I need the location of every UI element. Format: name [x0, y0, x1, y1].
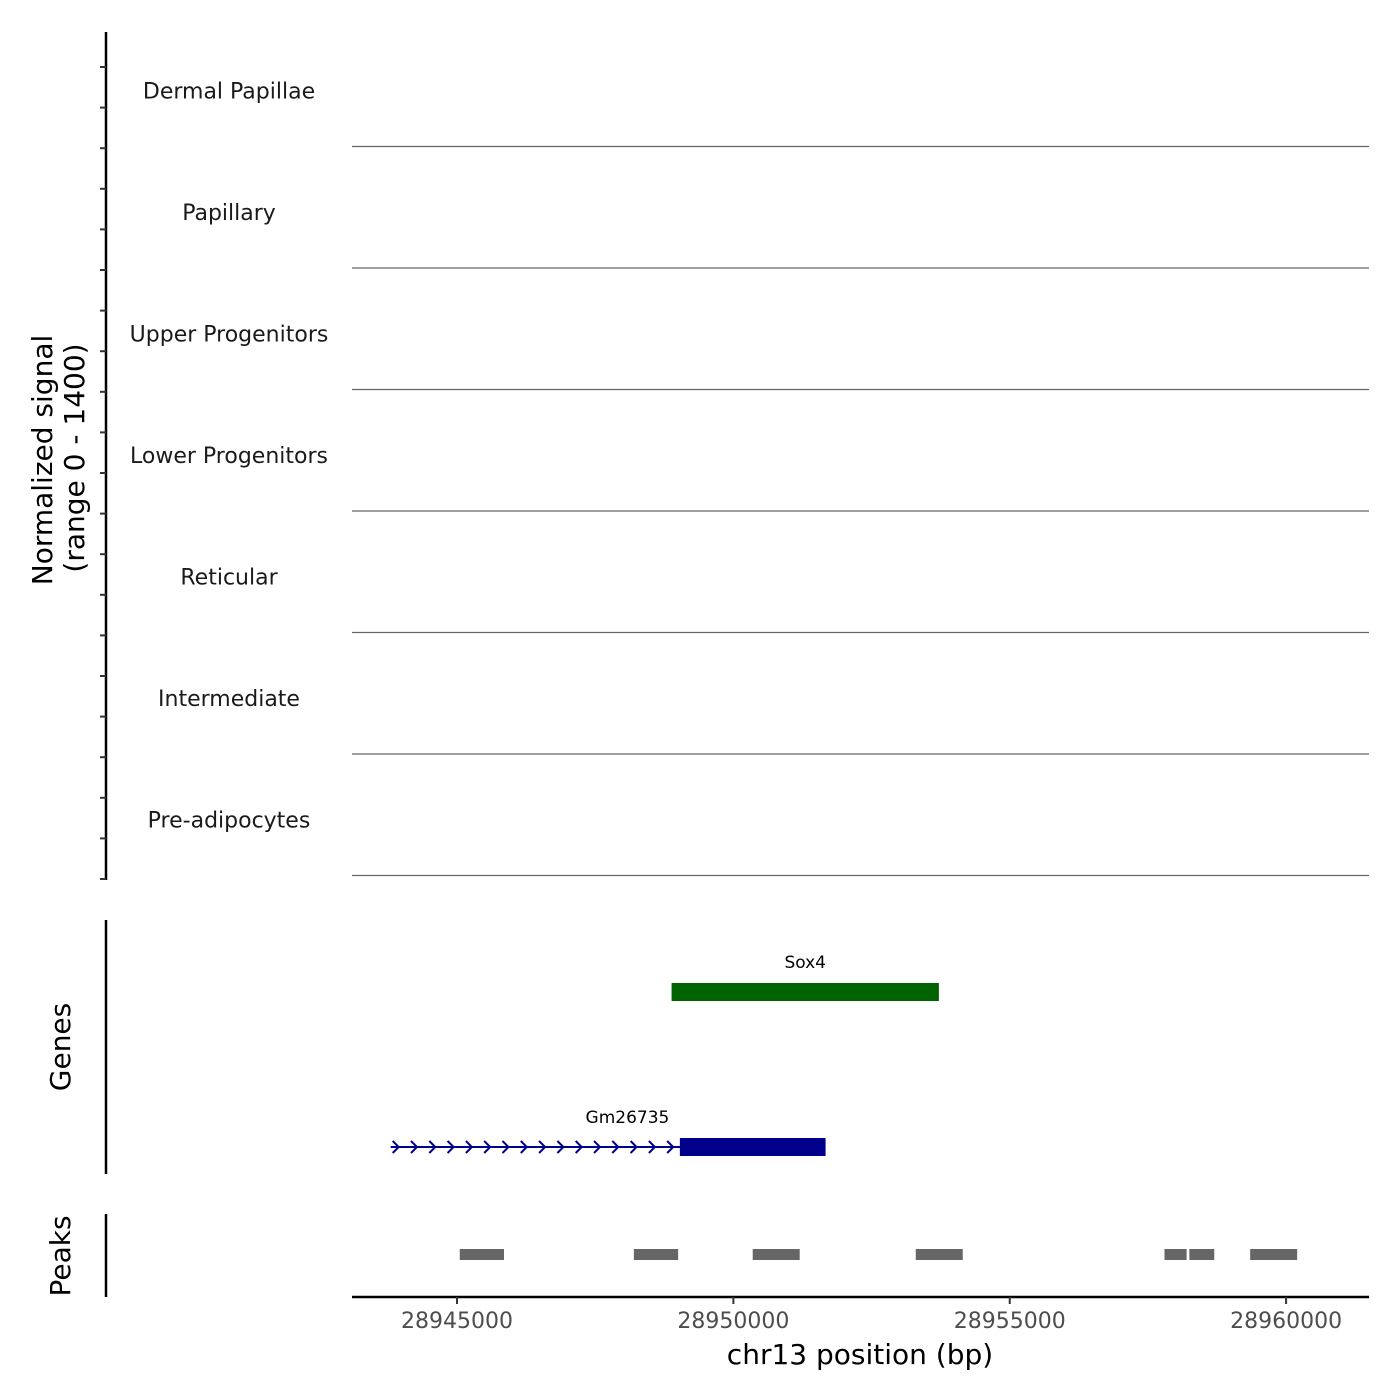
gene-gm26735: Gm26735 [390, 1108, 826, 1156]
track-label: Intermediate [158, 687, 300, 712]
peak-block [1250, 1249, 1298, 1260]
track-lower-progenitors: Lower Progenitors [130, 444, 1369, 512]
strand-arrow [410, 1140, 419, 1154]
y-axis-range: (range 0 - 1400) [58, 343, 91, 572]
strand-arrow [538, 1140, 547, 1154]
track-dermal-papillae: Dermal Papillae [143, 80, 1369, 148]
track-intermediate: Intermediate [158, 687, 1369, 755]
strand-arrow [483, 1140, 492, 1154]
peak-regions [459, 1249, 1298, 1260]
peak-block [915, 1249, 963, 1260]
x-tick-label: 28960000 [1230, 1309, 1342, 1334]
strand-arrow [574, 1140, 584, 1154]
y-axis-title: Normalized signal [26, 335, 59, 586]
peak-block [459, 1249, 504, 1260]
peak-block [633, 1249, 679, 1260]
strand-arrow [428, 1140, 437, 1154]
strand-arrow [666, 1140, 675, 1154]
peak-block [752, 1249, 800, 1260]
track-label: Upper Progenitors [130, 323, 329, 348]
strand-arrow [501, 1140, 510, 1154]
track-label: Lower Progenitors [130, 444, 328, 469]
strand-arrow [520, 1140, 529, 1154]
track-upper-progenitors: Upper Progenitors [130, 323, 1369, 391]
gene-name: Sox4 [784, 953, 826, 973]
coverage-tracks: Dermal Papillae Papillary Upper Progenitor… [130, 80, 1369, 877]
peaks-panel-title: Peaks [44, 1215, 77, 1296]
coverage-y-axis-ticks [100, 66, 106, 880]
track-reticular: Reticular [180, 566, 1369, 634]
x-axis-ticks: 28945000 28950000 28955000 28960000 [401, 1297, 1342, 1334]
track-label: Pre-adipocytes [148, 809, 311, 834]
strand-arrow [629, 1140, 639, 1154]
gene-name: Gm26735 [586, 1108, 670, 1128]
track-papillary: Papillary [182, 201, 1369, 269]
strand-arrow [391, 1140, 401, 1154]
track-label: Dermal Papillae [143, 80, 315, 105]
peak-block [1164, 1249, 1187, 1260]
strand-arrow [611, 1140, 620, 1154]
x-axis-title: chr13 position (bp) [727, 1338, 993, 1371]
gene-sox4: Sox4 [671, 953, 939, 1001]
peak-block [1189, 1249, 1215, 1260]
x-tick-label: 28945000 [401, 1309, 513, 1334]
track-pre-adipocytes: Pre-adipocytes [148, 809, 1369, 877]
gene-exon [679, 1138, 826, 1156]
strand-arrow [593, 1140, 602, 1154]
strand-arrow [465, 1140, 474, 1154]
track-label: Reticular [180, 566, 278, 591]
strand-arrow [446, 1140, 456, 1154]
strand-arrow [648, 1140, 657, 1154]
track-label: Papillary [182, 201, 276, 226]
gene-annotations: Sox4 Gm26735 [390, 953, 939, 1156]
gene-exon [671, 983, 939, 1001]
x-tick-label: 28955000 [954, 1309, 1066, 1334]
genes-panel-title: Genes [44, 1003, 77, 1091]
strand-arrow [556, 1140, 565, 1154]
x-tick-label: 28950000 [677, 1309, 789, 1334]
